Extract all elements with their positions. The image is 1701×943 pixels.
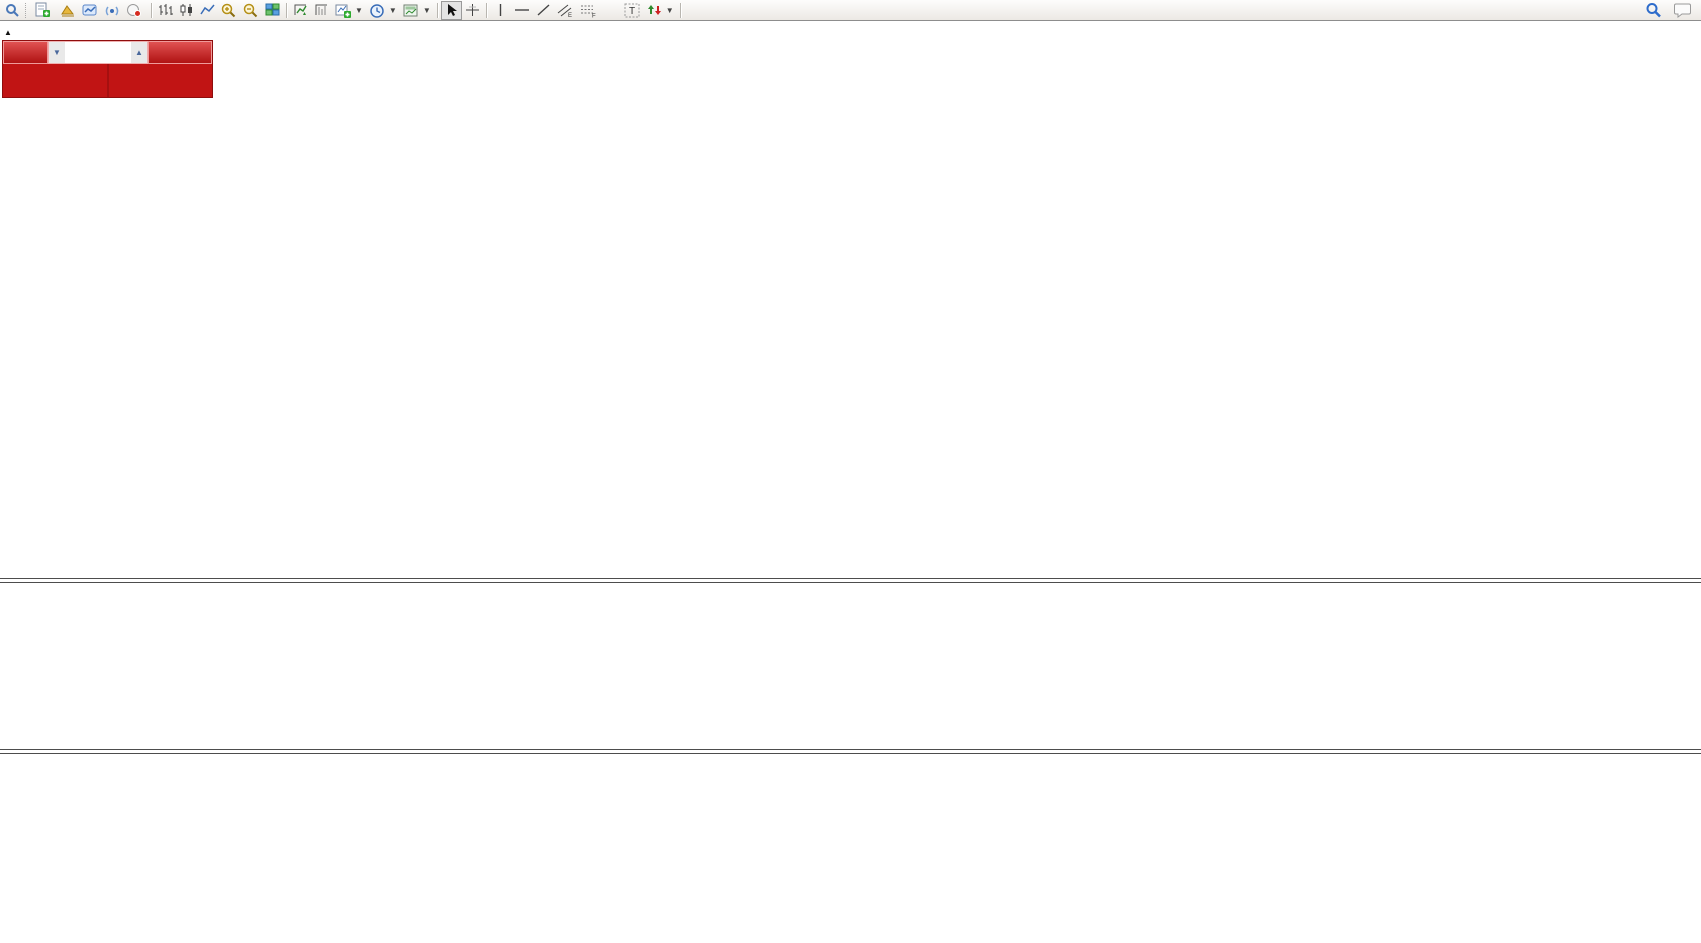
svg-text:F: F: [592, 13, 596, 18]
channel-tool-icon[interactable]: E: [554, 1, 577, 20]
trendline-tool-icon[interactable]: [533, 1, 554, 20]
fibonacci-tool-icon[interactable]: F: [577, 1, 600, 20]
dropdown-caret-icon: ▼: [665, 5, 674, 15]
horizontal-line-tool-icon[interactable]: [511, 1, 533, 20]
dropdown-caret-icon: ▼: [388, 5, 397, 15]
dropdown-caret-icon: ▼: [422, 5, 431, 15]
cursor-tool-icon[interactable]: [440, 0, 462, 20]
sell-price[interactable]: [3, 64, 107, 97]
quotes-icon[interactable]: [57, 1, 79, 20]
panel-separator[interactable]: [0, 578, 1701, 583]
toolbar-separator: [151, 2, 152, 18]
notifications-chat-icon[interactable]: [1671, 1, 1695, 20]
collapse-triangle-icon[interactable]: ▲: [4, 28, 12, 37]
candle-chart-mode-icon[interactable]: [176, 1, 197, 20]
dropdown-caret-icon: ▼: [355, 5, 363, 15]
crosshair-tool-icon[interactable]: [462, 1, 483, 20]
toolbar-separator: [485, 2, 487, 18]
shapes-tool-button[interactable]: ▼: [644, 1, 677, 20]
price-divider: [106, 64, 109, 97]
volume-control: ▼ ▲: [48, 41, 148, 64]
toolbar-separator: [436, 2, 438, 18]
buy-button[interactable]: [148, 41, 212, 64]
autotrading-button[interactable]: [123, 1, 148, 20]
svg-text:E: E: [568, 13, 572, 18]
indicator-window-icon[interactable]: [290, 1, 311, 20]
period-selector-button[interactable]: ▼: [366, 1, 400, 20]
vertical-line-tool-icon[interactable]: [490, 1, 511, 20]
toolbar-grip: [25, 2, 30, 18]
label-tool-button[interactable]: T: [621, 1, 644, 20]
signals-icon[interactable]: [101, 1, 123, 20]
volume-input[interactable]: [65, 42, 131, 63]
one-click-trading-panel: ▼ ▲: [2, 40, 213, 98]
panel-separator[interactable]: [0, 749, 1701, 754]
market-watch-icon[interactable]: [2, 1, 23, 20]
sell-button[interactable]: [3, 41, 48, 64]
bar-chart-mode-icon[interactable]: [155, 1, 176, 20]
search-icon[interactable]: [1642, 1, 1665, 20]
chart-title: ▲: [4, 26, 15, 40]
zoom-in-icon[interactable]: [218, 1, 240, 20]
toolbar-right: [1642, 1, 1701, 20]
zoom-out-icon[interactable]: [240, 1, 262, 20]
toolbar-separator: [286, 2, 287, 18]
volume-increase-button[interactable]: ▲: [131, 42, 147, 63]
top-toolbar: ▼ ▼ ▼ E F: [0, 0, 1701, 21]
indicator-list-icon[interactable]: [311, 1, 332, 20]
template-button[interactable]: ▼: [400, 1, 434, 20]
tile-windows-icon[interactable]: [262, 1, 283, 20]
new-order-button[interactable]: [32, 1, 57, 20]
data-window-icon[interactable]: [79, 1, 101, 20]
add-indicator-button[interactable]: ▼: [332, 1, 366, 20]
svg-text:T: T: [629, 6, 635, 17]
line-chart-mode-icon[interactable]: [197, 1, 218, 20]
volume-decrease-button[interactable]: ▼: [49, 42, 65, 63]
toolbar-separator: [679, 2, 681, 18]
buy-price[interactable]: [109, 64, 213, 97]
